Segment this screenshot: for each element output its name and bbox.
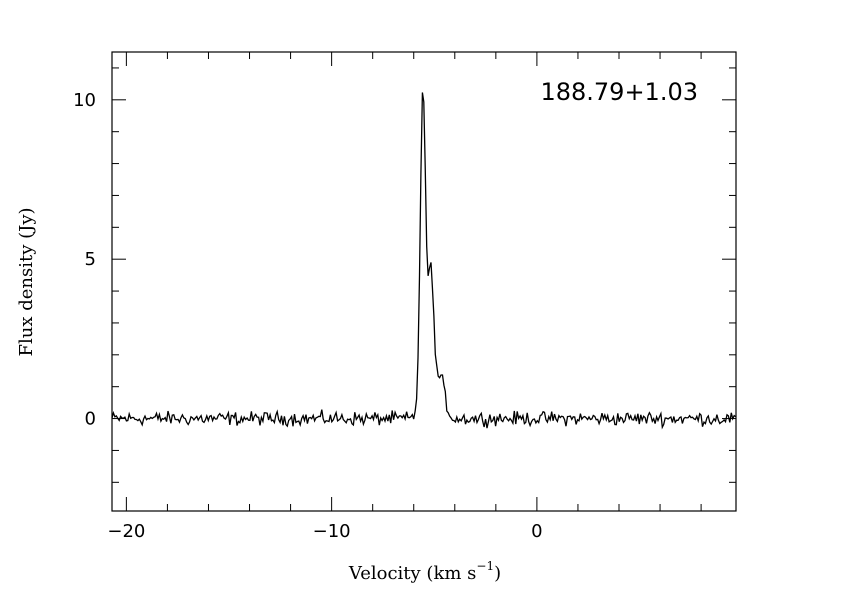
- x-tick-label: −20: [107, 521, 145, 542]
- y-tick-label: 10: [73, 90, 96, 111]
- plot-frame: [111, 51, 737, 512]
- axis-ticks: [112, 52, 736, 511]
- spectrum-line: [111, 92, 736, 430]
- y-tick-label: 0: [85, 409, 96, 430]
- x-tick-label: −10: [313, 521, 351, 542]
- x-axis-label-tail: ): [494, 563, 501, 584]
- axis-tick-labels: −20 −10 0 0 5 10: [73, 90, 543, 542]
- x-axis-label: Velocity (km s−1): [348, 559, 501, 584]
- y-axis-label: Flux density (Jy): [16, 207, 37, 356]
- x-axis-label-main: Velocity (km s: [348, 563, 477, 584]
- source-label: 188.79+1.03: [540, 78, 698, 106]
- x-tick-label: 0: [531, 521, 542, 542]
- x-axis-label-sup: −1: [476, 559, 494, 573]
- y-tick-label: 5: [85, 249, 96, 270]
